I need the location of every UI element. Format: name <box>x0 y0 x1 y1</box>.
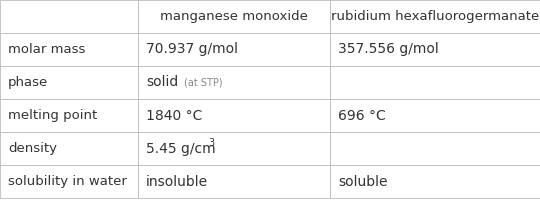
Text: (at STP): (at STP) <box>184 78 222 87</box>
Bar <box>138 0 330 33</box>
Bar <box>138 165 330 198</box>
Bar <box>0 165 138 198</box>
Text: insoluble: insoluble <box>146 175 208 188</box>
Text: melting point: melting point <box>8 109 97 122</box>
Text: solid: solid <box>146 76 178 89</box>
Text: solubility in water: solubility in water <box>8 175 127 188</box>
Text: manganese monoxide: manganese monoxide <box>160 10 308 23</box>
Bar <box>0 99 138 132</box>
Bar <box>330 99 540 132</box>
Text: 357.556 g/mol: 357.556 g/mol <box>338 42 438 57</box>
Text: molar mass: molar mass <box>8 43 85 56</box>
Bar <box>0 132 138 165</box>
Text: 5.45 g/cm: 5.45 g/cm <box>146 141 215 156</box>
Bar <box>138 99 330 132</box>
Bar <box>0 66 138 99</box>
Bar <box>138 33 330 66</box>
Text: 1840 °C: 1840 °C <box>146 108 202 122</box>
Bar <box>138 66 330 99</box>
Bar <box>0 33 138 66</box>
Text: density: density <box>8 142 57 155</box>
Text: rubidium hexafluorogermanate: rubidium hexafluorogermanate <box>331 10 539 23</box>
Bar <box>330 66 540 99</box>
Bar <box>330 0 540 33</box>
Bar <box>330 132 540 165</box>
Text: 3: 3 <box>208 139 214 148</box>
Bar <box>138 132 330 165</box>
Text: 696 °C: 696 °C <box>338 108 386 122</box>
Bar <box>330 33 540 66</box>
Bar <box>0 0 138 33</box>
Text: 70.937 g/mol: 70.937 g/mol <box>146 42 238 57</box>
Text: soluble: soluble <box>338 175 388 188</box>
Text: phase: phase <box>8 76 48 89</box>
Bar <box>330 165 540 198</box>
